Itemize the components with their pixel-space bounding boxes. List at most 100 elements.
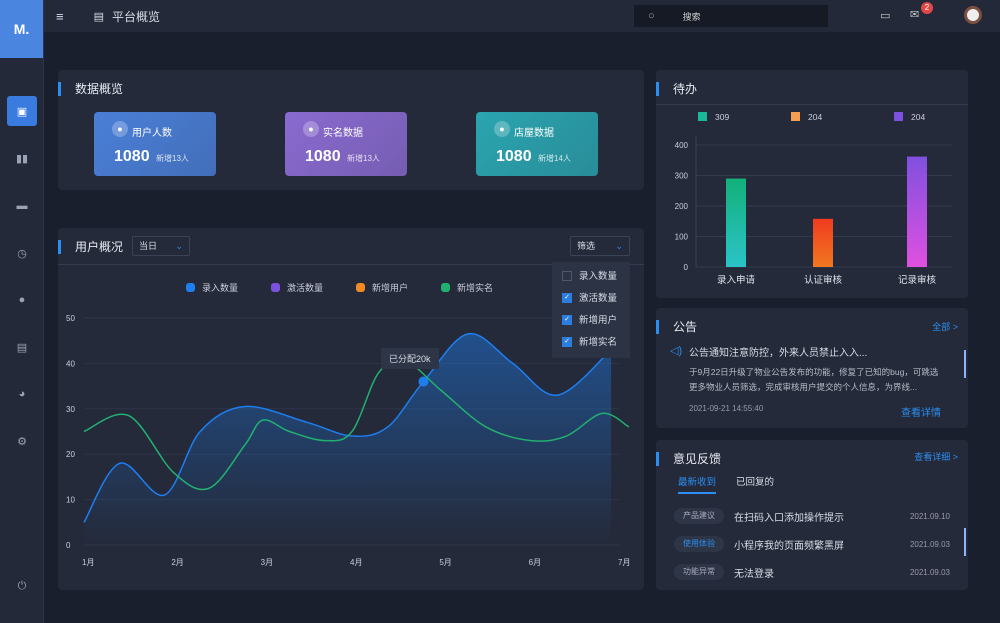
range-select[interactable]: 当日 ⌄ <box>132 236 190 256</box>
card-sub: 新增14人 <box>538 154 571 163</box>
stat-card[interactable]: ● 店屋数据 1080 新增14人 <box>476 112 598 176</box>
legend-swatch <box>791 112 800 121</box>
panel-title: 用户概况 <box>58 240 123 254</box>
series-area <box>84 333 612 545</box>
legend-label[interactable]: 新增用户 <box>372 282 408 293</box>
checkbox[interactable]: ✓ <box>562 337 572 348</box>
series-line[interactable] <box>83 359 630 491</box>
divider <box>656 104 968 105</box>
x-tick-label: 录入申请 <box>717 274 756 286</box>
data-point-marker[interactable] <box>418 376 429 387</box>
checkbox[interactable] <box>562 271 572 282</box>
y-tick-label: 0 <box>66 541 71 550</box>
folder-icon[interactable]: ▬ <box>16 200 28 212</box>
y-tick-label: 30 <box>66 405 75 414</box>
topbar: ≡ ▤ 平台概览 ○ 搜索 ▭ ✉ 2 <box>44 0 1000 32</box>
menu-icon[interactable]: ≡ <box>56 8 64 24</box>
notice-headline[interactable]: 公告通知注意防控，外来人员禁止入入... <box>689 348 868 359</box>
legend-label: 204 <box>911 112 925 122</box>
chevron-down-icon: ⌄ <box>615 241 623 251</box>
checkbox[interactable]: ✓ <box>562 293 572 304</box>
scrollbar[interactable] <box>964 350 966 378</box>
legend-swatch[interactable] <box>356 283 365 292</box>
page-icon: ▤ <box>93 10 104 23</box>
clock-icon[interactable]: ◷ <box>17 247 27 260</box>
logo[interactable]: M. <box>0 0 43 58</box>
filter-value: 筛选 <box>577 241 596 251</box>
legend-swatch[interactable] <box>441 283 450 292</box>
tab-latest[interactable]: 最新收到 <box>678 474 717 494</box>
filter-option-label: 新增用户 <box>579 315 618 326</box>
notice-body: 于9月22日升级了物业公告发布的功能，修复了已知的bug，可跳选更多物业人员筛选… <box>689 367 939 392</box>
bar[interactable] <box>813 218 833 267</box>
user-icon[interactable]: ● <box>18 294 26 306</box>
feedback-panel: 意见反馈 查看详细 > 最新收到 已回复的 产品建议 在扫码入口添加操作提示 202… <box>656 440 968 590</box>
card-sub: 新增13人 <box>347 154 380 163</box>
filter-option[interactable]: ✓ 激活数量 <box>562 288 620 310</box>
feedback-date: 2021.09.10 <box>909 511 950 521</box>
bar[interactable] <box>907 156 927 267</box>
tab-replied[interactable]: 已回复的 <box>736 477 775 488</box>
card-sub: 新增13人 <box>156 154 189 163</box>
x-tick-label: 5月 <box>439 558 451 567</box>
feedback-more-link[interactable]: 查看详细 > <box>914 452 958 462</box>
y-tick-label: 20 <box>66 450 75 459</box>
legend-label: 309 <box>715 112 729 122</box>
filter-option[interactable]: ✓ 新增实名 <box>562 332 620 354</box>
chevron-down-icon: ⌄ <box>175 241 183 251</box>
legend-swatch[interactable] <box>271 283 280 292</box>
card-icon: ● <box>494 121 510 137</box>
scrollbar[interactable] <box>964 528 966 556</box>
feedback-text: 小程序我的页面频繁黑屏 <box>734 540 844 552</box>
search-input[interactable]: ○ 搜索 <box>634 5 828 27</box>
divider <box>58 264 644 265</box>
card-value: 1080 <box>496 148 532 165</box>
search-placeholder: 搜索 <box>682 11 701 22</box>
feedback-date: 2021.09.03 <box>909 539 950 549</box>
image-icon[interactable]: ▤ <box>16 341 28 354</box>
bar-chart-icon[interactable]: ▮▮ <box>15 152 29 165</box>
power-icon[interactable]: ⏻ <box>17 579 27 592</box>
y-tick-label: 50 <box>66 314 75 323</box>
x-tick-label: 6月 <box>529 558 541 567</box>
settings-icon[interactable]: ⚙ <box>17 435 27 448</box>
mail-icon[interactable]: ✉ <box>910 9 920 21</box>
filter-select[interactable]: 筛选 ⌄ <box>570 236 630 256</box>
bar[interactable] <box>726 178 746 267</box>
legend-swatch[interactable] <box>186 283 195 292</box>
avatar[interactable] <box>964 6 982 24</box>
pie-chart-icon[interactable]: ◕ <box>18 388 26 400</box>
panel-title: 待办 <box>656 82 697 96</box>
notice-time: 2021-09-21 14:55:40 <box>689 404 764 413</box>
y-tick-label: 10 <box>66 496 75 505</box>
search-icon: ○ <box>648 10 655 22</box>
legend-label[interactable]: 新增实名 <box>457 282 493 293</box>
legend-label[interactable]: 录入数量 <box>202 282 238 293</box>
todo-panel: 待办 0 100 200 300 400 309 204 204 录入申请 认证审核 记录审核 <box>656 70 968 298</box>
stat-card[interactable]: ● 用户人数 1080 新增13人 <box>94 112 216 176</box>
notice-all-link[interactable]: 全部 > <box>932 322 958 332</box>
filter-option-label: 新增实名 <box>579 337 618 348</box>
page-title: 平台概览 <box>112 9 161 24</box>
checkbox[interactable]: ✓ <box>562 315 572 326</box>
legend-swatch <box>698 112 707 121</box>
view-detail-link[interactable]: 查看详情 <box>901 408 941 419</box>
x-tick-label: 认证审核 <box>804 274 843 286</box>
feedback-item[interactable]: 功能异常 无法登录 2021.09.03 <box>674 562 950 582</box>
legend-label: 204 <box>808 112 822 122</box>
stat-card[interactable]: ● 实名数据 1080 新增13人 <box>285 112 407 176</box>
user-overview-panel: 用户概况 当日 ⌄ 筛选 ⌄ 0 10 20 30 40 50 1月 2月 3月 4月 5月 6月 7月 录入… <box>58 228 644 590</box>
legend-label[interactable]: 激活数量 <box>287 282 323 293</box>
feedback-item[interactable]: 使用体验 小程序我的页面频繁黑屏 2021.09.03 <box>674 534 950 554</box>
card-icon: ● <box>112 121 128 137</box>
card-value: 1080 <box>114 148 150 165</box>
filter-option[interactable]: ✓ 新增用户 <box>562 310 620 332</box>
feedback-item[interactable]: 产品建议 在扫码入口添加操作提示 2021.09.10 <box>674 506 950 526</box>
fullscreen-icon[interactable]: ▭ <box>880 10 891 22</box>
filter-option[interactable]: 录入数量 <box>562 266 620 288</box>
series-line[interactable] <box>83 333 612 523</box>
document-icon[interactable]: ▣ <box>7 96 37 126</box>
y-tick-label: 0 <box>684 263 689 272</box>
notification-badge: 2 <box>921 2 933 14</box>
y-tick-label: 400 <box>675 141 689 150</box>
